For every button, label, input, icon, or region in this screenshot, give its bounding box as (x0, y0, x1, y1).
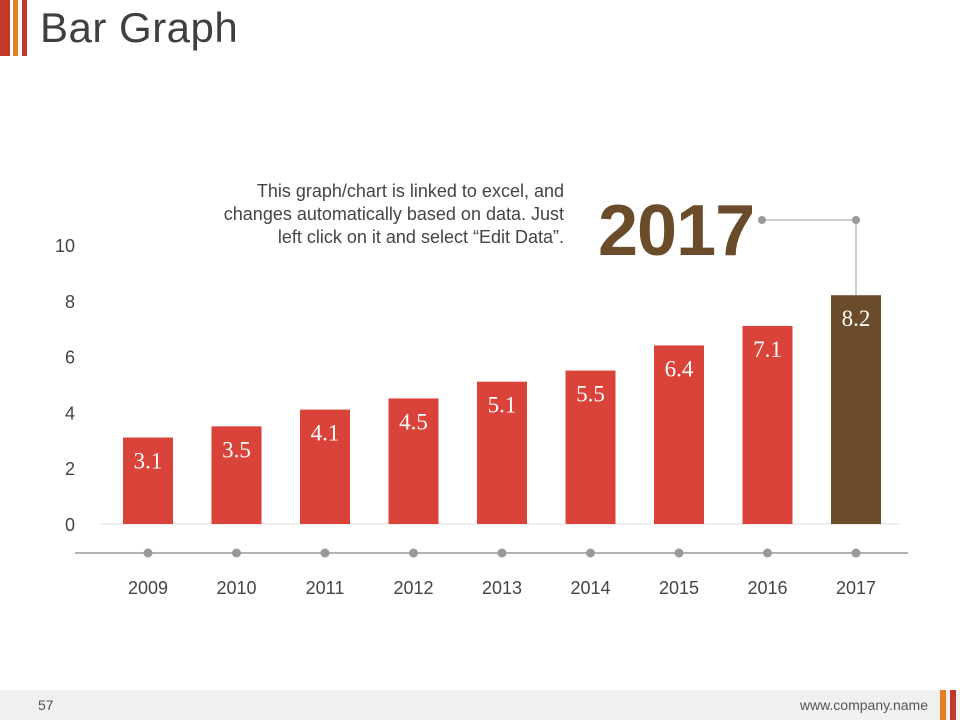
footer: 57 www.company.name (0, 690, 960, 720)
x-tick-label: 2010 (216, 578, 256, 598)
bar-value-label: 6.4 (665, 356, 694, 381)
bar-value-label: 8.2 (842, 306, 871, 331)
timeline-dot (143, 548, 153, 558)
y-tick-label: 2 (65, 459, 75, 479)
bar-2014 (565, 370, 616, 524)
bar-value-label: 3.5 (222, 437, 251, 462)
timeline-dot (320, 548, 330, 558)
bar-value-label: 5.1 (488, 393, 517, 418)
bar-2017 (831, 295, 881, 524)
x-tick-label: 2015 (659, 578, 699, 598)
x-tick-label: 2017 (836, 578, 876, 598)
bar-value-label: 7.1 (753, 337, 782, 362)
bar-2012 (388, 398, 439, 524)
timeline-dot (674, 548, 684, 558)
y-tick-label: 10 (55, 236, 75, 256)
bar-2013 (477, 381, 527, 524)
x-tick-label: 2016 (747, 578, 787, 598)
bar-value-label: 4.1 (311, 421, 340, 446)
timeline-dot (586, 548, 595, 558)
page-number: 57 (38, 697, 54, 713)
bar-2016 (742, 325, 793, 524)
bar-chart: 0 2 4 6 8 10 3.1 2009 3.5 2010 4.1 2011 4.5 2012 5.1 20… (55, 216, 908, 598)
title-accent-bar-3 (22, 0, 27, 56)
title-accent-bar-2 (13, 0, 18, 56)
x-tick-label: 2013 (482, 578, 522, 598)
bar-2015 (654, 345, 704, 524)
bar-2010 (211, 426, 262, 524)
bar-value-label: 5.5 (576, 382, 605, 407)
y-tick-label: 8 (65, 292, 75, 312)
bar-2009 (123, 437, 173, 524)
y-tick-label: 4 (65, 403, 75, 423)
timeline-dot (851, 548, 861, 558)
x-tick-label: 2012 (393, 578, 433, 598)
timeline-dot (409, 548, 418, 558)
x-tick-label: 2014 (570, 578, 610, 598)
x-tick-label: 2011 (306, 578, 345, 598)
bar-value-label: 4.5 (399, 409, 428, 434)
timeline-dot (497, 548, 507, 558)
bar-value-label: 3.1 (134, 449, 163, 474)
y-tick-label: 6 (65, 348, 75, 368)
highlight-year: 2017 (598, 191, 755, 271)
website-link[interactable]: www.company.name (799, 697, 928, 713)
connector-dot-end (852, 216, 860, 224)
title-accent-bar-1 (0, 0, 10, 56)
y-tick-label: 0 (65, 515, 75, 535)
timeline-dot (763, 548, 772, 558)
chart-note: This graph/chart is linked to excel, and… (223, 181, 564, 247)
slide-title: Bar Graph (40, 4, 239, 51)
footer-accent-bar-2 (950, 690, 956, 720)
timeline-dot (232, 548, 241, 558)
footer-accent-bar-1 (940, 690, 946, 720)
bar-2011 (300, 409, 350, 524)
connector-dot-start (758, 216, 766, 224)
x-tick-label: 2009 (128, 578, 168, 598)
